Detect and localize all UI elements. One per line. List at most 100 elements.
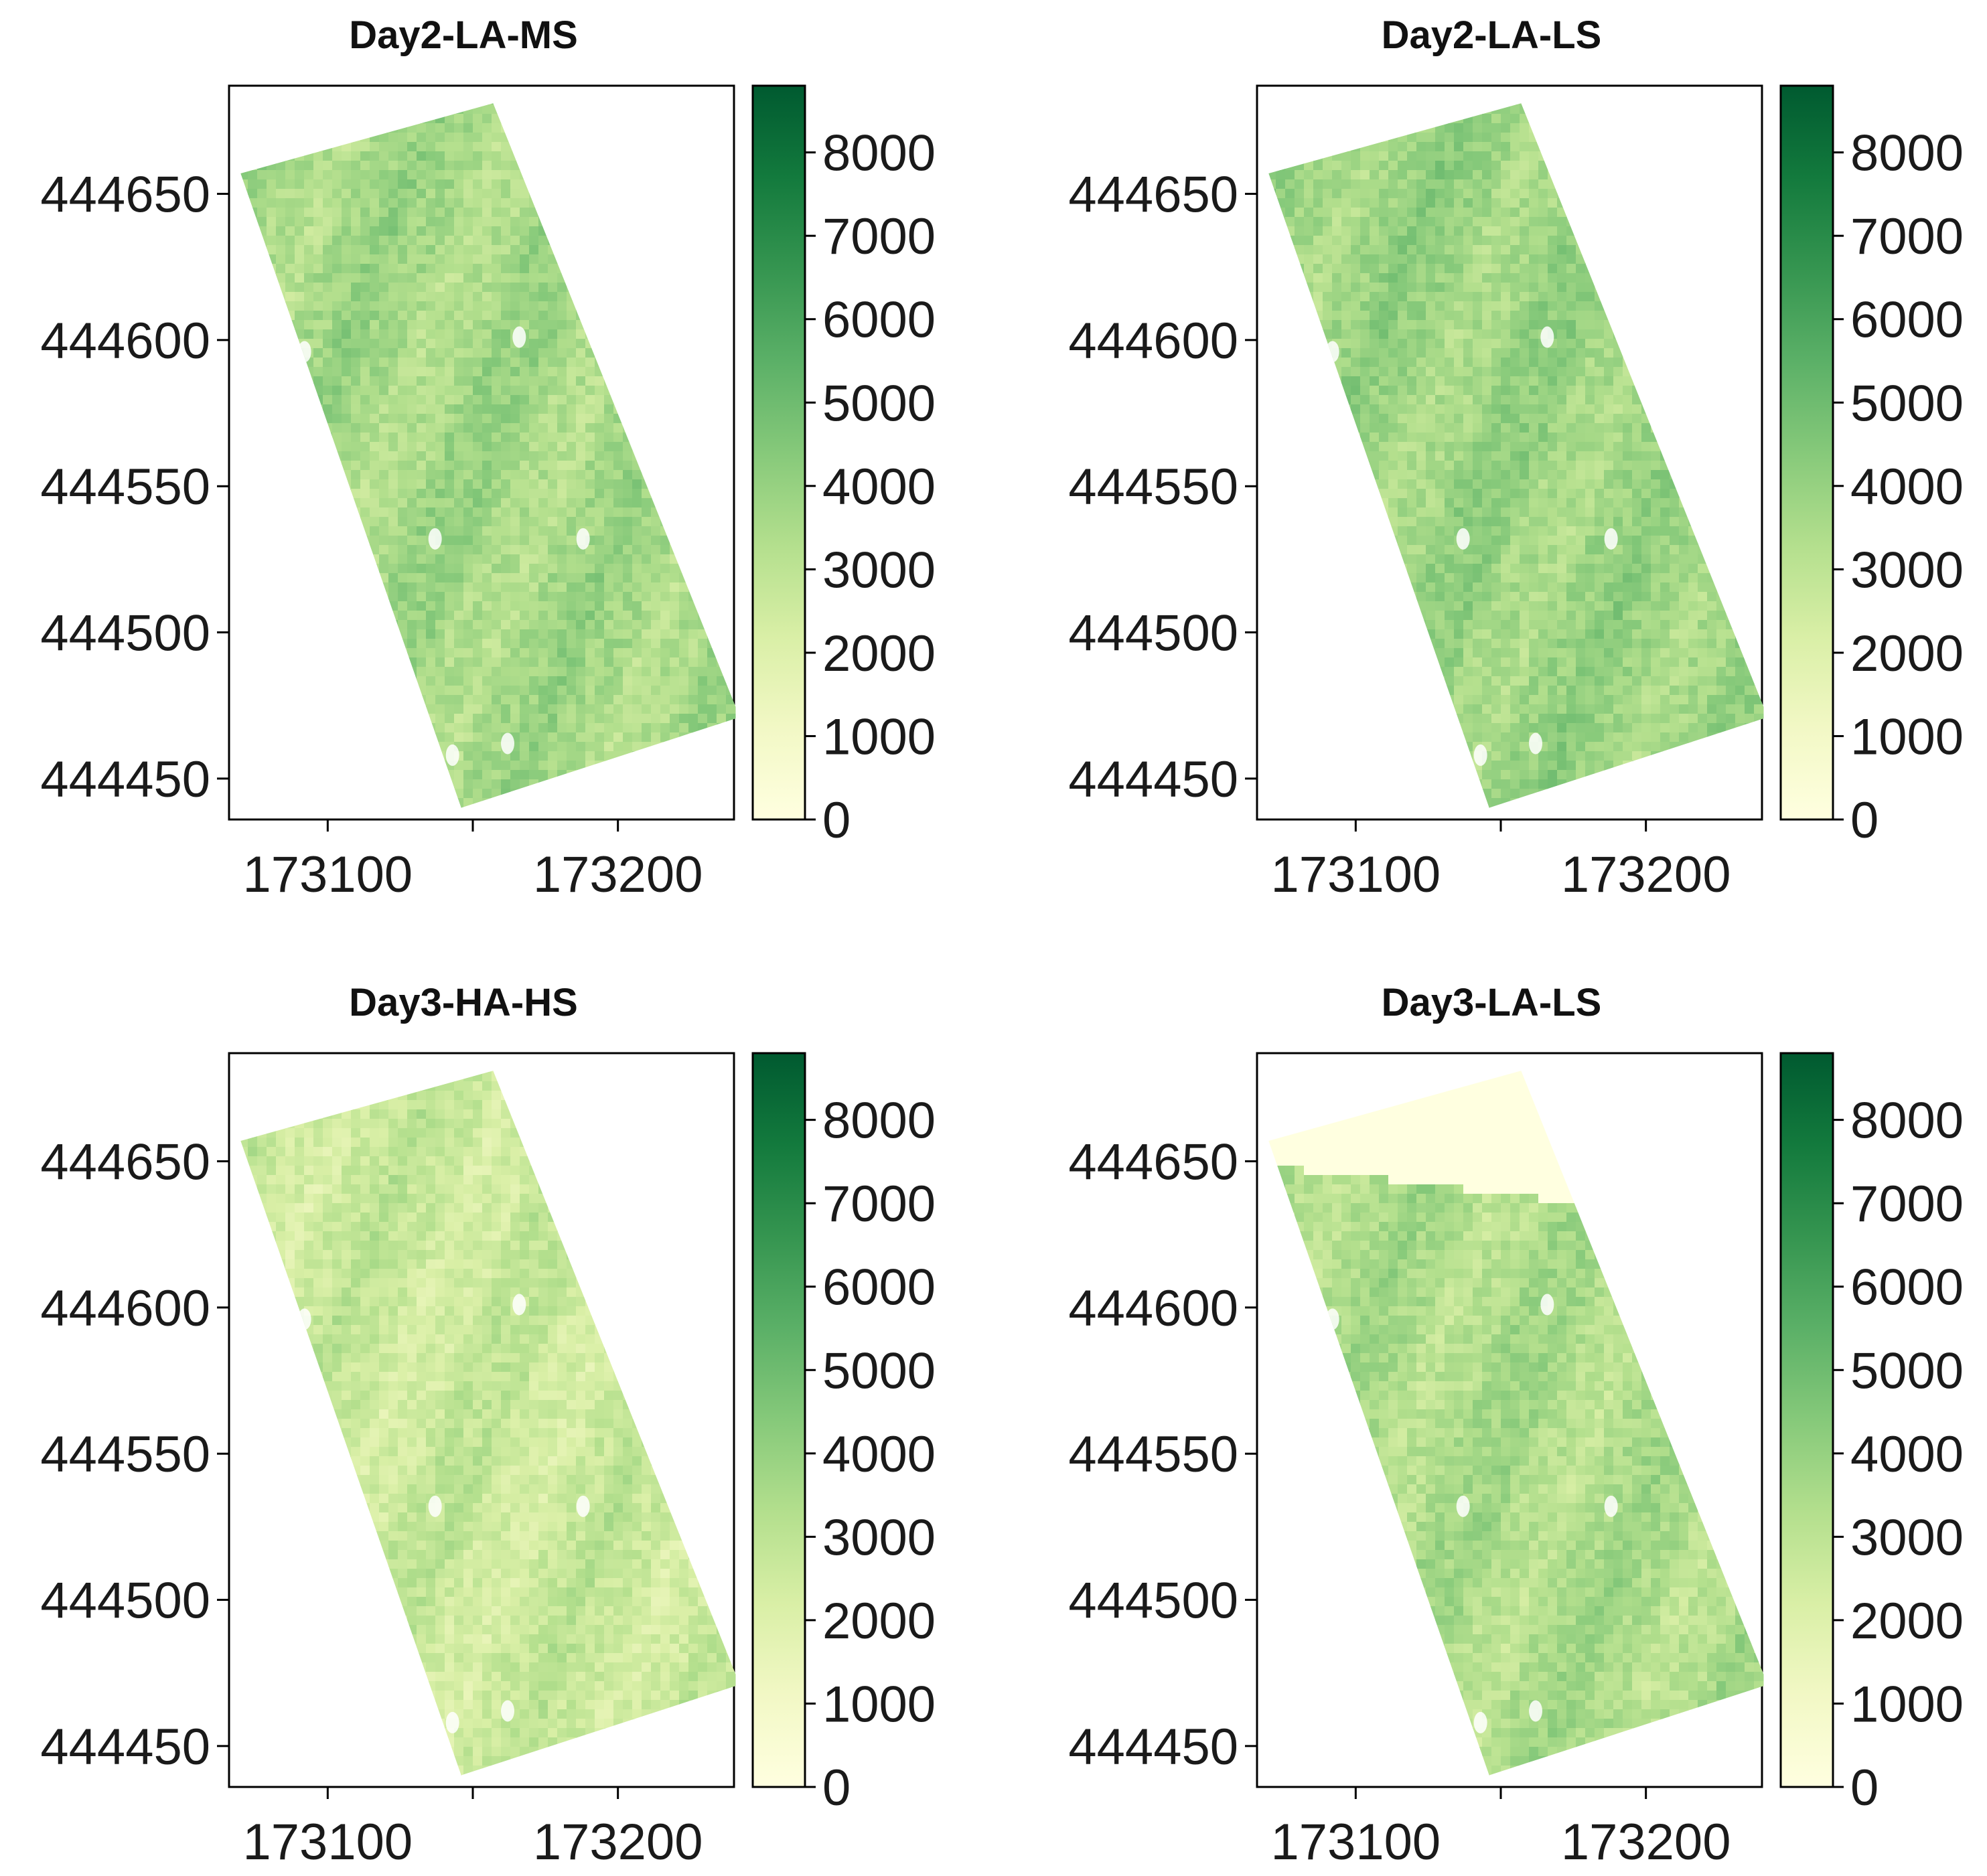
raster-cell xyxy=(370,273,380,283)
raster-cell xyxy=(492,657,502,668)
raster-cell xyxy=(660,695,670,705)
raster-cell xyxy=(660,592,670,602)
raster-cell xyxy=(557,676,567,686)
raster-cell xyxy=(407,348,417,358)
raster-cell xyxy=(332,301,342,311)
raster-cell xyxy=(557,507,567,518)
raster-cell xyxy=(623,470,633,480)
raster-cell xyxy=(670,601,680,611)
raster-cell xyxy=(613,742,623,752)
raster-cell xyxy=(1463,198,1473,208)
raster-cell xyxy=(623,611,633,621)
raster-cell xyxy=(538,629,548,639)
raster-cell xyxy=(613,611,623,621)
raster-cell xyxy=(529,367,539,377)
raster-cell xyxy=(463,208,473,218)
raster-cell xyxy=(520,395,530,405)
raster-cell xyxy=(295,198,305,208)
raster-cell xyxy=(698,667,708,677)
raster-cell xyxy=(379,489,389,499)
raster-cell xyxy=(510,348,520,358)
raster-cell xyxy=(501,423,511,433)
raster-cell xyxy=(454,264,464,274)
raster-cell xyxy=(1332,189,1342,199)
raster-cell xyxy=(1295,198,1305,208)
raster-cell xyxy=(548,695,558,705)
raster-cell xyxy=(520,217,530,227)
raster-cell xyxy=(398,376,408,386)
raster-cell xyxy=(538,451,548,461)
raster-cell xyxy=(332,254,342,264)
raster-cell xyxy=(473,704,483,714)
raster-cell xyxy=(623,742,633,752)
raster-cell xyxy=(557,404,567,414)
raster-cell xyxy=(557,442,567,452)
raster-cell xyxy=(482,404,492,414)
raster-cell xyxy=(595,479,605,489)
raster-cell xyxy=(473,226,483,236)
raster-cell xyxy=(595,433,605,443)
raster-cell xyxy=(1491,161,1501,171)
raster-cell xyxy=(1435,189,1445,199)
raster-cell xyxy=(360,479,370,489)
raster-cell xyxy=(538,461,548,471)
raster-cell xyxy=(388,367,398,377)
raster-cell xyxy=(501,461,511,471)
raster-cell xyxy=(492,226,502,236)
raster-cell xyxy=(435,414,445,424)
raster-cell xyxy=(426,254,436,264)
raster-cell xyxy=(398,161,408,171)
raster-cell xyxy=(538,526,548,536)
raster-cell xyxy=(370,320,380,330)
raster-cell xyxy=(604,479,614,489)
raster-cell xyxy=(473,189,483,199)
raster-cell xyxy=(313,264,323,274)
raster-cell xyxy=(407,433,417,443)
raster-cell xyxy=(1407,161,1417,171)
raster-cell xyxy=(660,723,670,733)
raster-cell xyxy=(426,358,436,368)
raster-cell xyxy=(285,208,295,218)
raster-cell xyxy=(342,283,352,293)
raster-cell xyxy=(426,620,436,630)
raster-cell xyxy=(595,592,605,602)
raster-cell xyxy=(323,264,333,274)
raster-cell xyxy=(388,479,398,489)
raster-cell xyxy=(557,461,567,471)
raster-cell xyxy=(435,301,445,311)
raster-cell xyxy=(567,714,577,724)
raster-cell xyxy=(463,526,473,536)
raster-cell xyxy=(501,348,511,358)
raster-cell xyxy=(482,742,492,752)
raster-cell xyxy=(370,301,380,311)
raster-cell xyxy=(323,161,333,171)
raster-cell xyxy=(426,198,436,208)
raster-cell xyxy=(520,564,530,574)
raster-cell xyxy=(567,545,577,555)
raster-cell xyxy=(417,545,427,555)
raster-cell xyxy=(492,573,502,583)
raster-cell xyxy=(473,751,483,761)
raster-cell xyxy=(538,433,548,443)
raster-cell xyxy=(342,311,352,321)
raster-cell xyxy=(492,301,502,311)
raster-cell xyxy=(313,283,323,293)
raster-cell xyxy=(613,732,623,742)
raster-cell xyxy=(529,489,539,499)
raster-cell xyxy=(538,573,548,583)
raster-cell xyxy=(1501,179,1511,189)
raster-cell xyxy=(595,657,605,668)
raster-cell xyxy=(707,704,717,714)
raster-cell xyxy=(445,582,455,593)
raster-cell xyxy=(1454,142,1464,152)
raster-cell xyxy=(379,376,389,386)
raster-cell xyxy=(267,226,277,236)
raster-cell xyxy=(501,404,511,414)
raster-cell xyxy=(567,329,577,339)
raster-cell xyxy=(360,339,370,349)
raster-cell xyxy=(313,179,323,189)
raster-cell xyxy=(426,395,436,405)
raster-cell xyxy=(1435,170,1445,180)
raster-cell xyxy=(585,386,595,396)
raster-cell xyxy=(585,686,595,696)
